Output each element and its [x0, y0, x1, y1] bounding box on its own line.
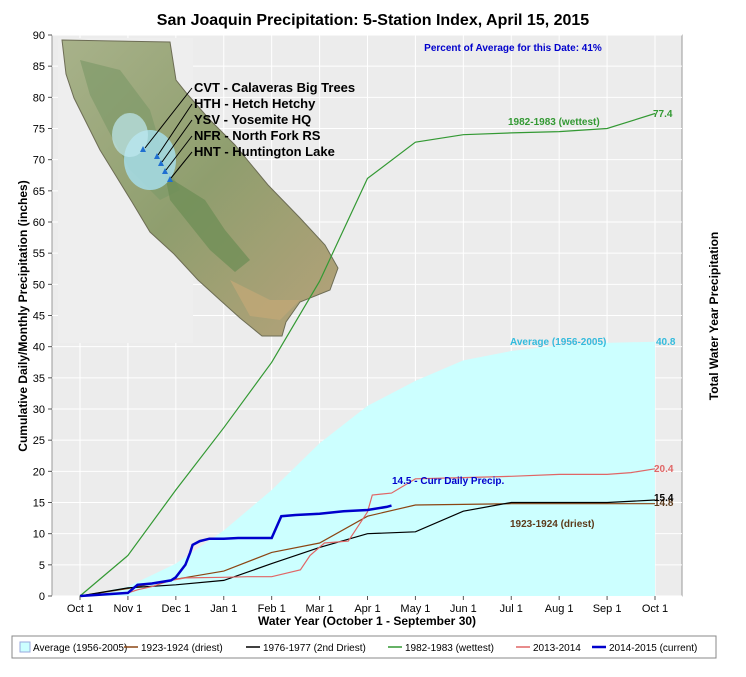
y-tick-label: 0: [39, 591, 45, 603]
station-label-cvt: CVT - Calaveras Big Trees: [194, 80, 355, 95]
x-tick-label: Jan 1: [210, 603, 237, 615]
x-tick-label: Dec 1: [161, 603, 190, 615]
y-tick-label: 50: [33, 279, 45, 291]
legend-swatch: [19, 641, 31, 653]
x-axis-label: Water Year (October 1 - September 30): [258, 614, 476, 628]
y-tick-label: 45: [33, 311, 45, 323]
series-label-1923-1924-driest: 1923-1924 (driest): [510, 519, 595, 530]
series-end-value-1982-1983-wettest: 77.4: [653, 109, 673, 120]
x-tick-label: May 1: [400, 603, 430, 615]
station-label-hnt: HNT - Huntington Lake: [194, 144, 335, 159]
series-label-2014-2015-current: 14.5 - Curr Daily Precip.: [392, 476, 504, 487]
y-tick-label: 30: [33, 404, 45, 416]
legend-item-average-1956-2005: Average (1956-2005): [33, 643, 127, 654]
y-tick-label: 75: [33, 124, 45, 136]
x-tick-label: Jul 1: [500, 603, 523, 615]
y-axis-label: Cumulative Daily/Monthly Precipitation (…: [16, 180, 30, 451]
series-label-average-1956-2005: Average (1956-2005): [510, 337, 606, 348]
y-tick-label: 35: [33, 373, 45, 385]
x-tick-label: Oct 1: [642, 603, 668, 615]
series-area-average-1956-2005: [80, 341, 656, 596]
california-map-image: CVT - Calaveras Big Trees HTH - Hetch He…: [58, 38, 355, 343]
y-tick-label: 70: [33, 155, 45, 167]
x-tick-label: Aug 1: [545, 603, 574, 615]
legend-item-1982-1983-wettest: 1982-1983 (wettest): [405, 643, 494, 654]
x-axis-ticks: Oct 1 Nov 1 Dec 1 Jan 1 Feb 1 Mar 1 Apr 1 May 1…: [67, 596, 668, 615]
y-tick-label: 80: [33, 92, 45, 104]
station-leader-lines: [144, 87, 193, 179]
series-label-1982-1983-wettest: 1982-1983 (wettest): [508, 117, 600, 128]
series-end-value-1923-1924-driest: 14.8: [654, 498, 674, 509]
legend-item-2013-2014: 2013-2014: [533, 643, 581, 654]
y-tick-label: 20: [33, 466, 45, 478]
y-tick-label: 25: [33, 435, 45, 447]
station-label-ysv: YSV - Yosemite HQ: [194, 112, 311, 127]
x-tick-label: Sep 1: [593, 603, 622, 615]
chart-title: San Joaquin Precipitation: 5-Station Ind…: [157, 12, 590, 29]
station-markers: [140, 146, 173, 182]
y-axis-ticks: 0 5 10 15 20 25 30 35 40 45 50 55 60 65 70 75 80 85 90: [33, 30, 52, 603]
series-line-1976-1977-2nd-driest: [79, 499, 656, 597]
x-tick-label: Oct 1: [67, 603, 93, 615]
series-layer: [79, 112, 656, 598]
series-line-1982-1983-wettest: [79, 112, 656, 597]
legend-item-2014-2015-current: 2014-2015 (current): [609, 643, 697, 654]
y-tick-label: 55: [33, 248, 45, 260]
y-tick-label: 85: [33, 61, 45, 73]
y-tick-label: 60: [33, 217, 45, 229]
series-line-2014-2015-current: [79, 504, 392, 598]
legend: Average (1956-2005) 1923-1924 (driest) 197…: [19, 641, 697, 654]
percent-of-average-note: Percent of Average for this Date: 41%: [424, 43, 602, 54]
station-label-hth: HTH - Hetch Hetchy: [194, 96, 316, 111]
station-label-nfr: NFR - North Fork RS: [194, 128, 321, 143]
y-tick-label: 5: [39, 560, 45, 572]
right-axis-label: Total Water Year Precipitation: [707, 232, 721, 401]
y-tick-label: 15: [33, 498, 45, 510]
series-end-value-2013-2014: 20.4: [654, 464, 674, 475]
annotations-layer: Average (1956-2005) 40.8 1923-1924 (driest…: [392, 109, 676, 530]
series-end-value-1976-1977-2nd-driest: 15.4: [654, 493, 674, 504]
y-tick-label: 90: [33, 30, 45, 42]
legend-item-1923-1924-driest: 1923-1924 (driest): [141, 643, 223, 654]
legend-item-1976-1977-2nd-driest: 1976-1977 (2nd Driest): [263, 643, 366, 654]
y-tick-label: 40: [33, 342, 45, 354]
y-tick-label: 10: [33, 529, 45, 541]
y-tick-label: 65: [33, 186, 45, 198]
x-tick-label: Feb 1: [258, 603, 286, 615]
x-tick-label: Apr 1: [354, 603, 380, 615]
series-end-value-average-1956-2005: 40.8: [656, 337, 676, 348]
x-tick-label: Jun 1: [450, 603, 477, 615]
legend-box: [11, 635, 717, 659]
x-tick-label: Mar 1: [306, 603, 334, 615]
x-tick-label: Nov 1: [114, 603, 143, 615]
